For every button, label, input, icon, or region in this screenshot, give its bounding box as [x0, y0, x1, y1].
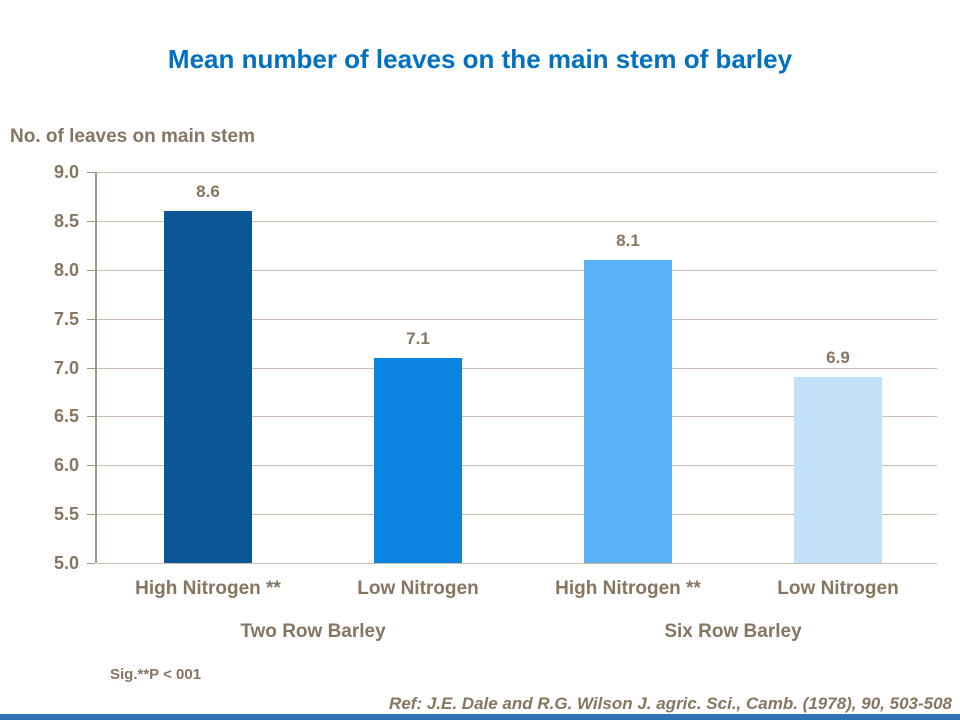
bar-value-label: 6.9 [826, 348, 850, 368]
y-axis-tick-label: 5.0 [53, 553, 79, 573]
bar-value-label: 8.6 [196, 182, 220, 202]
y-axis-tick-label: 8.5 [53, 210, 79, 231]
x-axis-category-label: High Nitrogen ** [135, 578, 281, 599]
gridline [97, 367, 937, 369]
y-axis-tick [87, 514, 95, 516]
y-axis-tick-label: 7.0 [53, 357, 79, 378]
bar-3 [584, 259, 672, 563]
y-axis-tick-label: 6.0 [53, 455, 79, 476]
gridline [97, 563, 937, 564]
y-axis-tick [87, 563, 95, 564]
reference-citation: Ref: J.E. Dale and R.G. Wilson J. agric.… [389, 694, 952, 713]
x-axis-group-label: Two Row Barley [240, 621, 386, 642]
gridline [97, 514, 937, 516]
gridline [97, 269, 937, 271]
bottom-accent-bar [0, 714, 960, 720]
y-axis-tick-label: 9.0 [53, 162, 79, 182]
y-axis-tick [87, 172, 95, 173]
y-axis-tick-label: 6.5 [53, 406, 79, 427]
x-axis-category-label: Low Nitrogen [777, 578, 899, 599]
y-axis-tick [87, 367, 95, 369]
y-axis-tick [87, 318, 95, 320]
y-axis-tick [87, 465, 95, 467]
x-axis-category-label: High Nitrogen ** [555, 578, 701, 599]
y-axis-tick-label: 7.5 [53, 308, 79, 329]
gridline [97, 172, 937, 173]
y-axis-tick [87, 269, 95, 271]
y-axis-tick-label: 5.5 [53, 504, 79, 525]
chart-title: Mean number of leaves on the main stem o… [167, 44, 793, 74]
bar-value-label: 7.1 [406, 328, 430, 348]
plot-area: 9.0 8.5 8.0 7.5 7.0 6.5 6.0 5.5 5.0 8.6 High Nitro… [54, 162, 937, 642]
y-axis-tick [87, 220, 95, 222]
bar-2 [374, 357, 462, 563]
x-axis-category-label: Low Nitrogen [357, 578, 479, 599]
significance-note: Sig.**P < 001 [110, 666, 202, 683]
y-axis-tick [87, 416, 95, 418]
y-axis-tick-label: 8.0 [53, 259, 79, 280]
x-axis-group-label: Six Row Barley [664, 621, 802, 642]
gridline [97, 318, 937, 320]
bar-4 [794, 377, 882, 563]
bar-1 [164, 211, 252, 563]
gridline [97, 220, 937, 222]
gridline [97, 416, 937, 418]
y-axis-title: No. of leaves on main stem [10, 126, 255, 147]
gridline [97, 465, 937, 467]
bar-value-label: 8.1 [616, 230, 640, 250]
